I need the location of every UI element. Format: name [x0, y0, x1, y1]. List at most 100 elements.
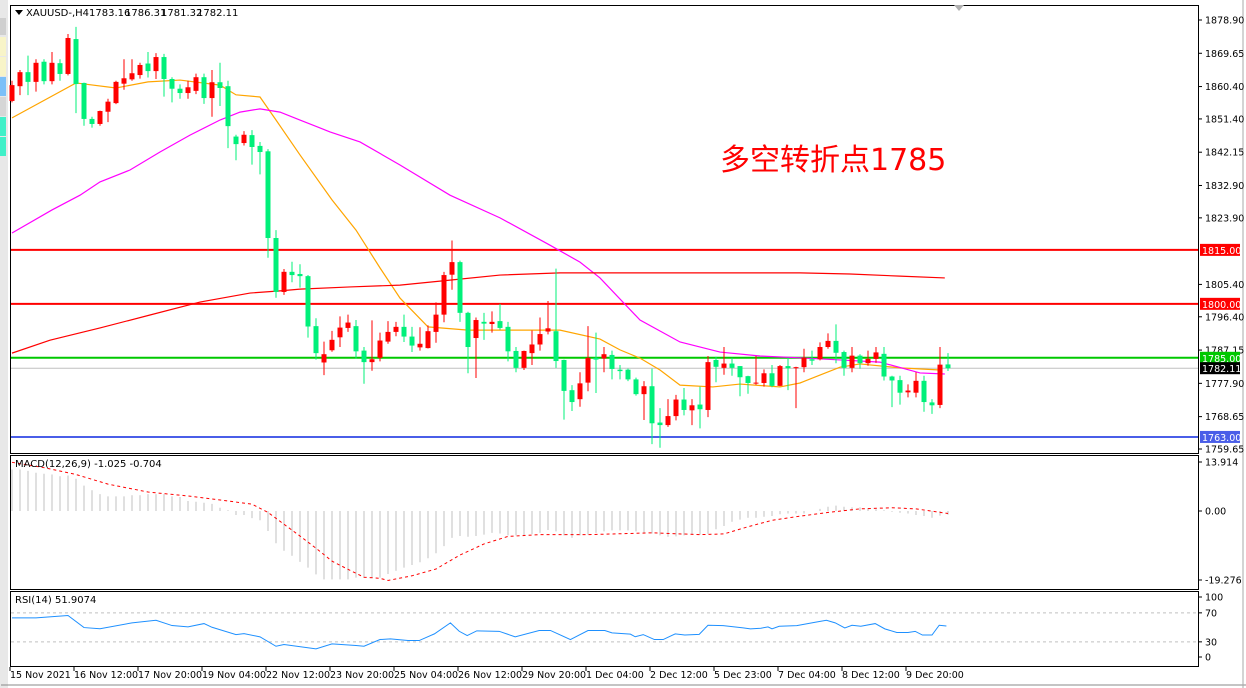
candle [585, 326, 591, 392]
candle-body [721, 363, 727, 368]
candle [409, 326, 415, 353]
candle-body [833, 340, 839, 353]
candle [937, 347, 943, 409]
candle-body [489, 321, 495, 324]
candle [705, 356, 711, 418]
candle [177, 84, 183, 99]
candle [473, 317, 479, 378]
pivot-annotation: 多空转折点1785 [720, 143, 946, 178]
candle [425, 325, 431, 349]
candle [385, 321, 391, 344]
candle [465, 311, 471, 374]
candle [321, 341, 327, 376]
candle [161, 53, 167, 97]
candle-body [257, 145, 263, 153]
candle-body [649, 386, 655, 424]
left-panel-strip [0, 0, 8, 688]
candle-body [841, 352, 847, 368]
candle [233, 134, 239, 161]
candle [361, 347, 367, 384]
candle [113, 80, 119, 105]
candle-body [593, 357, 599, 360]
candle [337, 316, 343, 348]
candle-body [209, 82, 215, 99]
candle-body [185, 87, 191, 94]
candle [257, 141, 263, 175]
candle-body [161, 57, 167, 79]
candle [241, 131, 247, 146]
moving-average-ma-fast [11, 79, 941, 388]
price-axis-label: 1805.40 [1205, 280, 1244, 291]
candle-body [809, 359, 815, 361]
ohlc-open: 1783.16 [89, 8, 130, 19]
candle-body [105, 101, 111, 112]
candle [577, 372, 583, 407]
candle [657, 408, 663, 448]
price-axis-label: 1869.65 [1205, 49, 1244, 60]
candle-body [361, 350, 367, 363]
candle-body [921, 380, 927, 403]
candle [193, 73, 199, 95]
candle [41, 59, 47, 85]
candle-body [393, 326, 399, 332]
candle-body [17, 72, 23, 87]
price-level-tag [1200, 243, 1240, 256]
candle-body [865, 358, 871, 364]
candle [137, 62, 143, 79]
candle-body [345, 322, 351, 328]
candle [225, 80, 231, 149]
candle [105, 98, 111, 123]
candle-body [505, 326, 511, 352]
rsi-axis-label: 70 [1205, 608, 1217, 619]
time-axis-label: 22 Nov 12:00 [266, 670, 330, 681]
candle [809, 350, 815, 365]
macd-title: MACD(12,26,9) -1.025 -0.704 [15, 459, 162, 470]
candle [593, 332, 599, 394]
candle [185, 80, 191, 99]
candle-body [633, 379, 639, 395]
symbol-dropdown-icon[interactable] [15, 10, 23, 15]
candle-body [297, 273, 303, 277]
candle-body [137, 64, 143, 76]
candle [865, 350, 871, 366]
candle [265, 149, 271, 258]
candle-body [753, 382, 759, 384]
candle [49, 52, 55, 85]
candle-body [97, 111, 103, 124]
candle [273, 230, 279, 298]
candle [681, 388, 687, 416]
time-axis-label: 29 Nov 20:00 [522, 670, 586, 681]
candle [881, 347, 887, 381]
main-price-panel[interactable] [10, 5, 1199, 454]
candle [649, 368, 655, 445]
time-axis-label: 26 Nov 12:00 [458, 670, 522, 681]
candle [97, 110, 103, 126]
candle-body [65, 37, 71, 74]
rsi-panel[interactable] [10, 591, 1199, 667]
candle [857, 354, 863, 369]
candle-body [465, 312, 471, 348]
candle-body [713, 359, 719, 367]
candle-body [849, 355, 855, 368]
macd-panel[interactable] [10, 455, 1199, 590]
candle [769, 364, 775, 388]
candle [121, 59, 127, 90]
candle [753, 356, 759, 385]
candle-body [441, 275, 447, 315]
time-axis-label: 16 Nov 12:00 [74, 670, 138, 681]
time-axis-label: 23 Nov 20:00 [330, 670, 394, 681]
ohlc-high: 1786.31 [125, 8, 166, 19]
rsi-title: RSI(14) 51.9074 [15, 595, 96, 606]
candle [201, 73, 207, 104]
candle [249, 130, 255, 165]
candle [873, 347, 879, 363]
time-axis-label: 9 Dec 20:00 [906, 670, 964, 681]
candle [529, 330, 535, 365]
candle-body [905, 390, 911, 393]
candle [393, 321, 399, 337]
candle [625, 368, 631, 382]
candle-body [873, 352, 879, 359]
candle-body [57, 63, 63, 74]
chart-shift-marker-icon[interactable] [954, 5, 964, 11]
